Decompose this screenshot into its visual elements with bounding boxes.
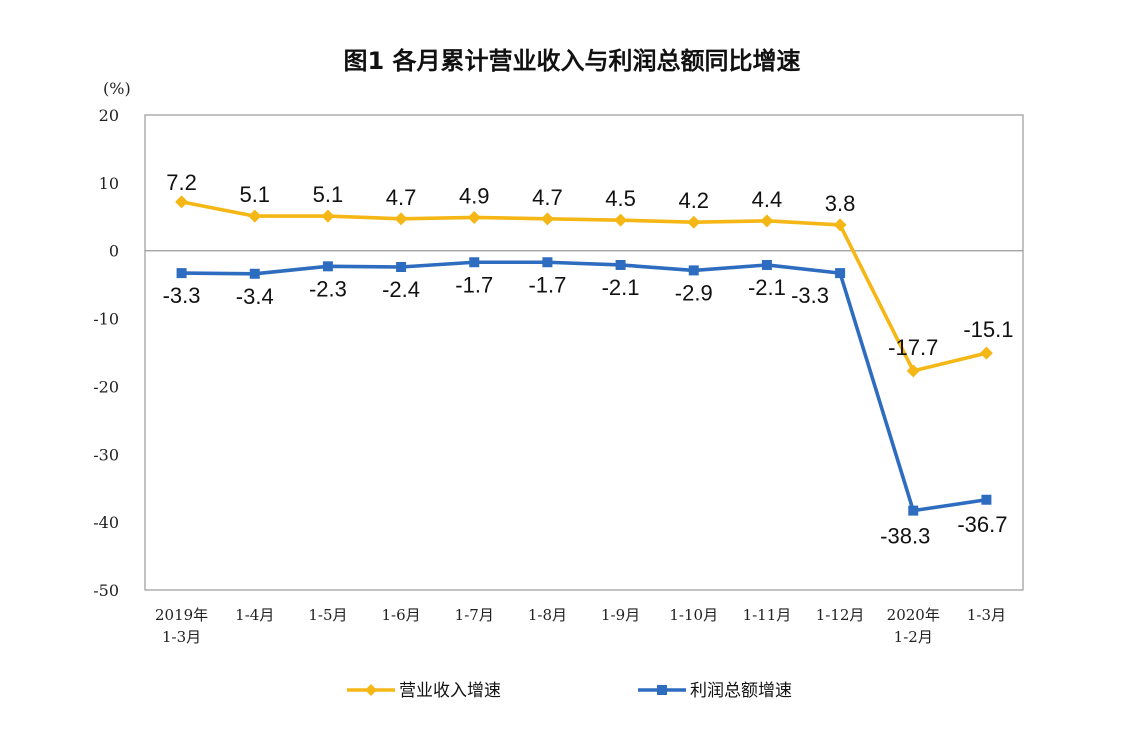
- x-tick-label: 1-5月: [308, 606, 347, 624]
- data-label: 4.5: [605, 186, 636, 211]
- plot-area: [144, 114, 1024, 591]
- y-tick-label: 10: [99, 174, 119, 193]
- data-label: 5.1: [313, 182, 344, 207]
- series-layer: [175, 195, 993, 516]
- data-label: 4.2: [678, 188, 709, 213]
- data-label: -3.3: [163, 283, 201, 308]
- y-tick-label: -40: [93, 513, 119, 532]
- y-tick-label: 20: [99, 106, 119, 125]
- series-line-2: [181, 260, 987, 513]
- legend-marker: [365, 684, 377, 696]
- series-line-1: [181, 200, 987, 373]
- x-tick-label: 1-3月: [162, 628, 201, 646]
- data-point-marker: [979, 346, 993, 360]
- x-tick-label: 1-10月: [669, 606, 718, 624]
- x-tick-label: 1-4月: [235, 606, 274, 624]
- y-tick-label: 0: [109, 242, 119, 261]
- data-point-marker: [469, 257, 480, 268]
- legend-label: 利润总额增速: [690, 681, 792, 701]
- data-point-marker: [835, 268, 846, 279]
- data-point-marker: [322, 261, 333, 272]
- x-tick-label: 1-11月: [743, 606, 792, 624]
- y-tick-label: -30: [93, 445, 119, 464]
- data-point-marker: [542, 257, 553, 268]
- legend: 营业收入增速 利润总额增速: [347, 681, 792, 701]
- data-label: 4.7: [386, 185, 417, 210]
- data-point-marker: [833, 218, 847, 232]
- x-tick-label: 2020年: [887, 606, 940, 624]
- data-label: -38.3: [880, 524, 930, 549]
- data-point-marker: [906, 364, 920, 378]
- data-point-marker: [981, 494, 992, 505]
- data-point-marker: [687, 215, 701, 229]
- data-point-marker: [248, 209, 262, 223]
- x-tick-label: 1-8月: [528, 606, 567, 624]
- data-label: 4.4: [752, 187, 783, 212]
- chart-title: 图1 各月累计营业收入与利润总额同比增速: [343, 47, 800, 75]
- data-label: 3.8: [825, 191, 856, 216]
- data-label: 4.7: [532, 185, 563, 210]
- x-axis: 2019年 1-3月 1-4月 1-5月 1-6月 1-7月 1-8月 1-9月 1-10月 1-…: [155, 606, 1006, 646]
- data-point-marker: [249, 268, 260, 279]
- data-label: -3.3: [791, 283, 829, 308]
- data-label: -2.1: [602, 275, 640, 300]
- data-label: -15.1: [963, 317, 1013, 342]
- data-label: -2.1: [748, 275, 786, 300]
- x-tick-label: 1-9月: [601, 606, 640, 624]
- data-label: 5.1: [239, 182, 270, 207]
- y-tick-label: -50: [93, 581, 119, 600]
- data-label: -1.7: [528, 272, 566, 297]
- data-point-marker: [175, 195, 189, 209]
- data-point-marker: [394, 212, 408, 226]
- x-tick-label: 1-7月: [455, 606, 494, 624]
- data-point-marker: [467, 210, 481, 224]
- data-label: -2.9: [675, 280, 713, 305]
- x-tick-label: 1-3月: [967, 606, 1006, 624]
- y-axis-unit: (%): [103, 79, 131, 98]
- data-point-marker: [760, 214, 774, 228]
- data-labels: 7.2 5.1 5.1 4.7 4.9 4.7 4.5 4.2 4.4 3.8 -17.7 -15.1…: [163, 170, 1014, 549]
- data-label: -3.4: [236, 284, 274, 309]
- data-point-marker: [540, 212, 554, 226]
- x-tick-label: 2019年: [155, 606, 208, 624]
- data-point-marker: [908, 505, 919, 516]
- data-label: 7.2: [166, 170, 197, 195]
- data-label: -1.7: [455, 272, 493, 297]
- data-point-marker: [614, 213, 628, 227]
- data-point-marker: [321, 209, 335, 223]
- data-label: -2.3: [309, 276, 347, 301]
- x-tick-label: 1-12月: [816, 606, 865, 624]
- y-tick-label: -10: [93, 310, 119, 329]
- data-label: -17.7: [888, 335, 938, 360]
- data-point-marker: [761, 259, 772, 270]
- data-point-marker: [176, 268, 187, 279]
- data-label: -2.4: [382, 277, 420, 302]
- data-point-marker: [615, 259, 626, 270]
- legend-label: 营业收入增速: [399, 681, 501, 701]
- data-point-marker: [688, 265, 699, 276]
- y-axis: 20 10 0 -10 -20 -30 -40 -50: [93, 106, 119, 600]
- y-tick-label: -20: [93, 377, 119, 396]
- x-tick-label: 1-2月: [894, 628, 933, 646]
- data-point-marker: [396, 262, 407, 272]
- legend-marker: [657, 685, 667, 695]
- data-label: -36.7: [957, 512, 1007, 537]
- data-label: 4.9: [459, 183, 490, 208]
- x-tick-label: 1-6月: [382, 606, 421, 624]
